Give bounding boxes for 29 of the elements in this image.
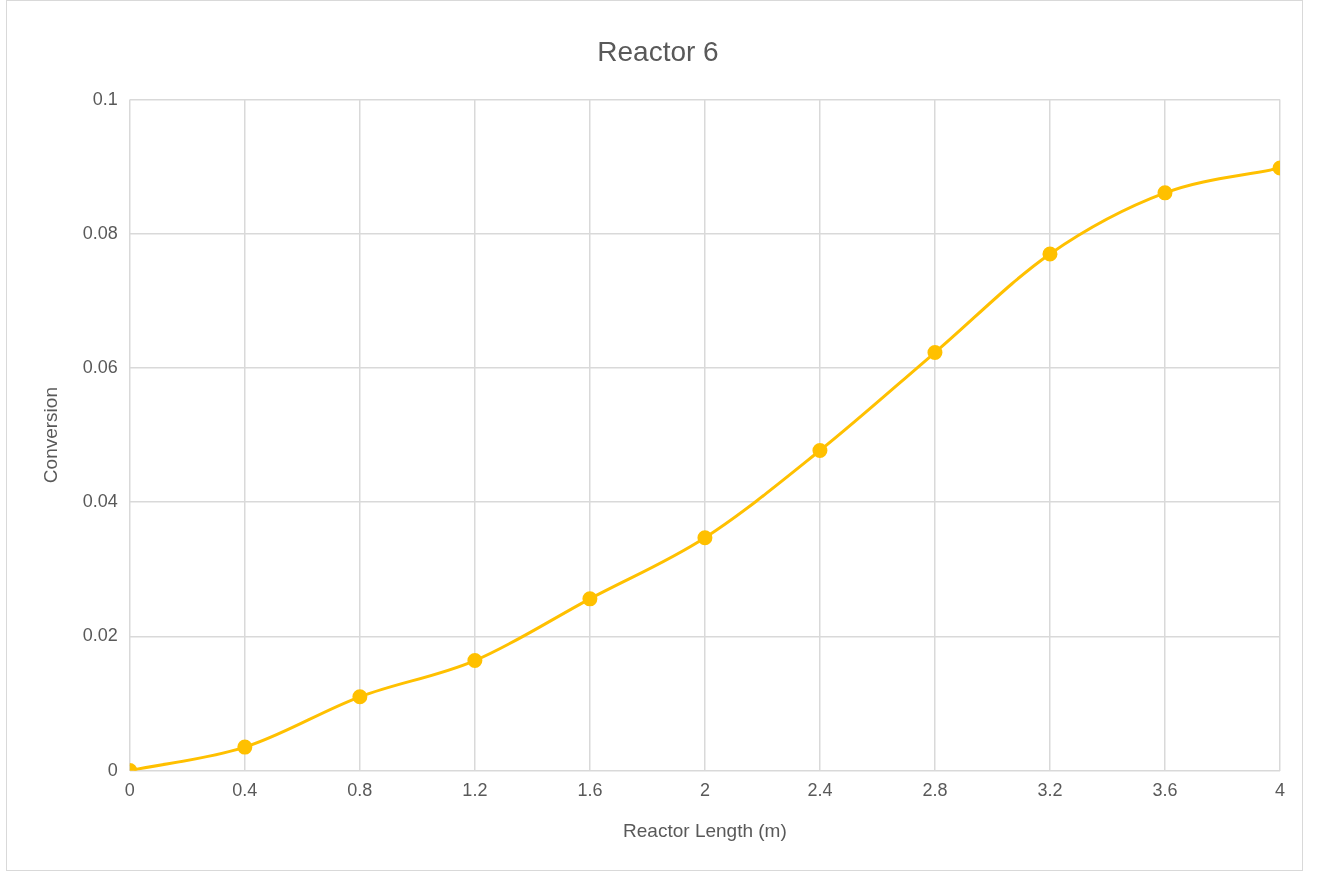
y-tick-label: 0.08 [82, 222, 118, 243]
x-tick-label: 3.2 [1037, 780, 1063, 801]
point [467, 653, 483, 669]
y-tick-label: 0 [107, 759, 118, 780]
x-tick-label: 0 [124, 780, 135, 801]
x-axis-title: Reactor Length (m) [623, 819, 787, 841]
y-tick-label: 0.02 [82, 625, 118, 646]
point [697, 530, 713, 546]
x-tick-label: 2.8 [922, 780, 948, 801]
point [1042, 246, 1058, 262]
y-tick-label: 0.1 [92, 88, 118, 109]
x-tick-label: 0.8 [347, 780, 373, 801]
y-axis-title: Conversion [39, 387, 61, 484]
y-tick-label: 0.06 [82, 356, 118, 377]
point [237, 739, 253, 755]
x-tick-label: 1.6 [577, 780, 603, 801]
point [352, 689, 368, 705]
point [582, 591, 598, 607]
point [1157, 185, 1173, 201]
x-tick-label: 3.6 [1152, 780, 1178, 801]
point [927, 345, 943, 361]
x-tick-label: 0.4 [232, 780, 258, 801]
chart-title: Reactor 6 [597, 35, 719, 67]
x-tick-label: 2.4 [807, 780, 833, 801]
point [812, 443, 828, 459]
y-tick-label: 0.04 [82, 491, 118, 512]
x-tick-label: 1.2 [462, 780, 488, 801]
x-tick-label: 4 [1274, 780, 1286, 801]
x-tick-label: 2 [699, 780, 710, 801]
